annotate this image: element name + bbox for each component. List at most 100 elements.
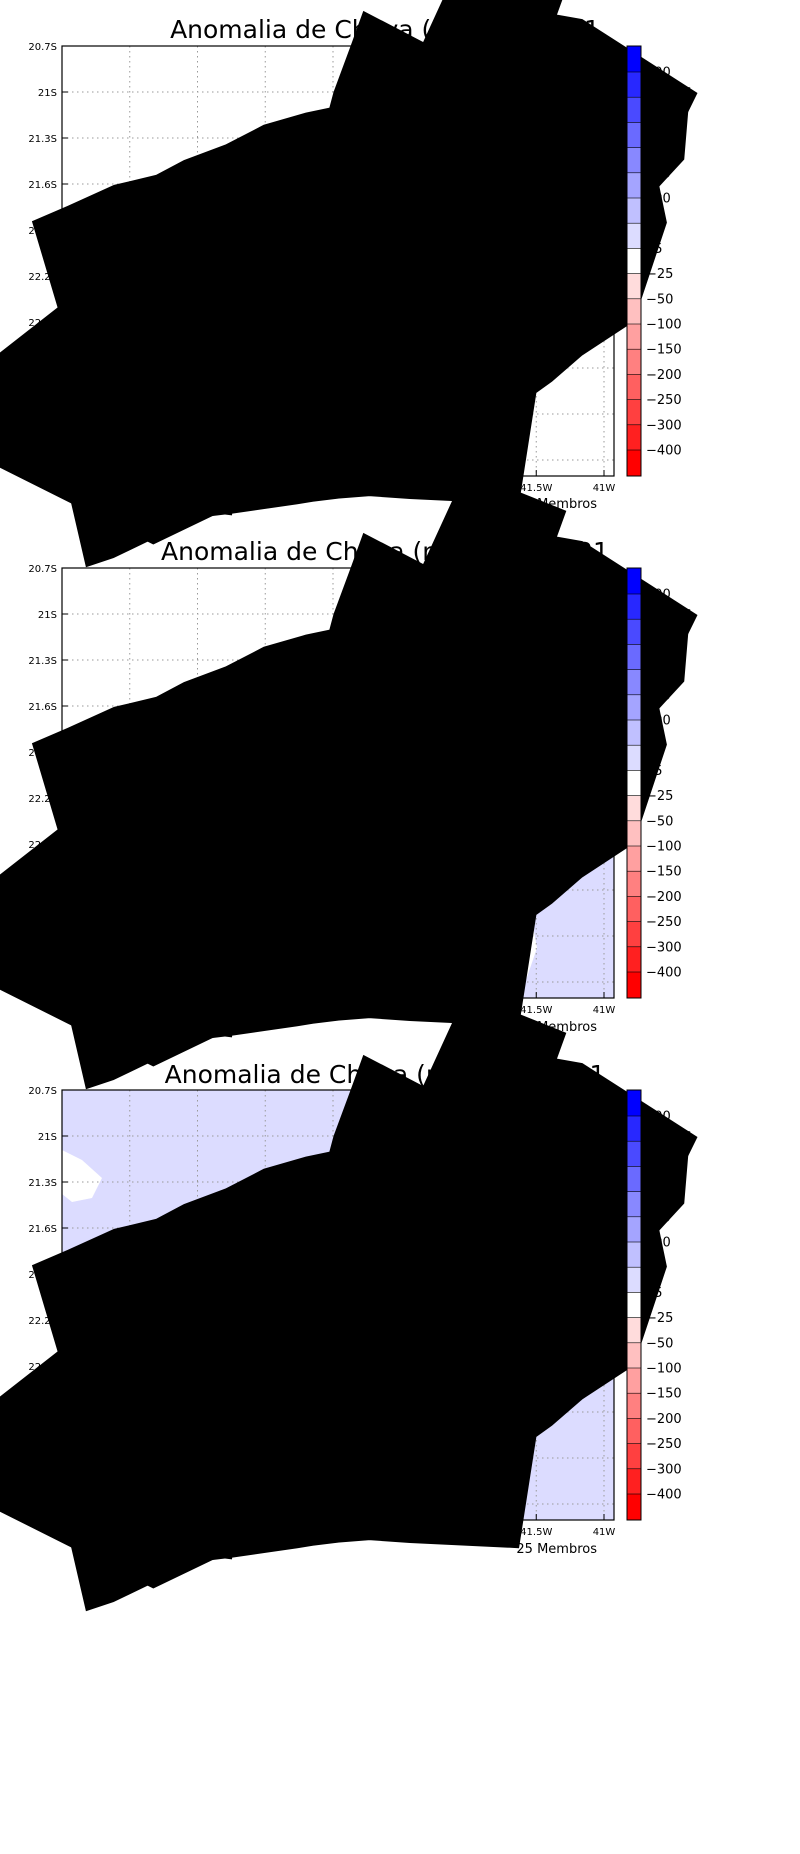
colorbar-label: 50: [646, 217, 663, 232]
lon-tick-label: 41.5W: [520, 483, 552, 494]
map-frame: [61, 1089, 615, 1521]
colorbar-label: −200: [646, 1412, 682, 1427]
colorbar: 400 300 250 200 150 100 50 25 −25 −50 −100 −150 −200…: [626, 567, 682, 999]
colorbar-swatch: [627, 223, 641, 249]
lat-tick-label: 21.6S: [28, 702, 57, 713]
colorbar-swatch: [627, 644, 641, 670]
lat-tick-label: 21S: [38, 1132, 57, 1143]
colorbar-label: −400: [646, 1488, 682, 1503]
lat-tick-label: 21.6S: [28, 180, 57, 191]
colorbar-label: −100: [646, 840, 682, 855]
colorbar-swatch: [627, 896, 641, 922]
map-frame: [61, 567, 615, 999]
colorbar-label: −100: [646, 1362, 682, 1377]
lon-tick-label: 44W: [186, 1005, 209, 1016]
lat-tick-label: 23.1S: [28, 932, 57, 943]
colorbar-swatch: [627, 972, 641, 998]
colorbar-label: −400: [646, 966, 682, 981]
colorbar-swatch: [627, 568, 641, 594]
lon-tick-label: 43.5W: [249, 483, 281, 494]
colorbar-label: −300: [646, 1462, 682, 1477]
lon-tick-label: 42.5W: [385, 1527, 417, 1538]
ensemble-members-label: 25 Membros: [516, 1542, 597, 1557]
colorbar-label: −50: [646, 814, 673, 829]
colorbar-swatch: [627, 424, 641, 450]
lon-tick-label: 43.5W: [249, 1005, 281, 1016]
colorbar-label: 250: [646, 1160, 671, 1175]
lon-tick-label: 42W: [457, 1527, 480, 1538]
colorbar-swatch: [627, 122, 641, 148]
colorbar-frame: [626, 567, 642, 999]
colorbar-label: −200: [646, 890, 682, 905]
colorbar-frame: [626, 1089, 642, 1521]
colorbar-label: 400: [646, 66, 671, 81]
lat-tick-label: 22.2S: [28, 1316, 57, 1327]
colorbar-swatch: [627, 1267, 641, 1293]
lon-tick-label: 42.5W: [385, 483, 417, 494]
colorbar-label: −25: [646, 267, 673, 282]
colorbar-label: 150: [646, 1210, 671, 1225]
colorbar-swatch: [627, 147, 641, 173]
zero-pocket-northwest: [62, 1150, 102, 1202]
lat-tick-label: 21.3S: [28, 134, 57, 145]
colorbar-swatch: [627, 1242, 641, 1268]
colorbar-label: −300: [646, 940, 682, 955]
colorbar-label: 25: [646, 764, 663, 779]
colorbar-swatch: [627, 298, 641, 324]
colorbar-label: −25: [646, 789, 673, 804]
colorbar-swatch: [627, 46, 641, 72]
colorbar-swatch: [627, 1191, 641, 1217]
lon-tick-label: 41W: [593, 1527, 616, 1538]
colorbar-swatch: [627, 198, 641, 224]
colorbar-swatch: [627, 1090, 641, 1116]
colorbar-swatch: [627, 846, 641, 872]
lon-tick-label: 43W: [322, 1005, 345, 1016]
lat-tick-label: 22.8S: [28, 1408, 57, 1419]
lat-tick-label: 21.9S: [28, 748, 57, 759]
colorbar-swatch: [627, 399, 641, 425]
colorbar-label: 150: [646, 688, 671, 703]
colorbar-swatch: [627, 745, 641, 771]
colorbar-label: −300: [646, 418, 682, 433]
map-frame: [61, 45, 615, 477]
colorbar-frame: [626, 45, 642, 477]
colorbar-swatch: [627, 770, 641, 796]
colorbar-label: 100: [646, 714, 671, 729]
colorbar-label: 250: [646, 116, 671, 131]
colorbar-label: 200: [646, 141, 671, 156]
colorbar-label: 400: [646, 588, 671, 603]
colorbar-swatch: [627, 720, 641, 746]
colorbar-label: −150: [646, 1387, 682, 1402]
lon-tick-label: 41W: [593, 483, 616, 494]
lon-tick-label: 44.5W: [114, 1005, 146, 1016]
colorbar-label: 200: [646, 1185, 671, 1200]
colorbar-swatch: [627, 1468, 641, 1494]
map-panel-set: Anomalia de Chuva (mm) Set/2021: [28, 1060, 681, 1557]
colorbar: 400 300 250 200 150 100 50 25 −25 −50 −100 −150 −200…: [626, 45, 682, 477]
lat-tick-label: 22.5S: [28, 318, 57, 329]
colorbar-label: −150: [646, 343, 682, 358]
lat-tick-label: 23.4S: [28, 978, 57, 989]
lat-tick-label: 21.3S: [28, 656, 57, 667]
colorbar-swatch: [627, 1342, 641, 1368]
colorbar-swatch: [627, 1494, 641, 1520]
lon-tick-label: 45W: [51, 1005, 74, 1016]
lat-tick-label: 23.1S: [28, 1454, 57, 1465]
colorbar-swatch: [627, 820, 641, 846]
colorbar-swatch: [627, 1418, 641, 1444]
colorbar-swatch: [627, 871, 641, 897]
lat-tick-label: 23.4S: [28, 456, 57, 467]
colorbar-swatch: [627, 324, 641, 350]
colorbar-swatch: [627, 1141, 641, 1167]
colorbar-swatch: [627, 1216, 641, 1242]
colorbar-label: −25: [646, 1311, 673, 1326]
colorbar-swatch: [627, 1116, 641, 1142]
lon-tick-label: 44.5W: [114, 1527, 146, 1538]
colorbar-label: −250: [646, 1437, 682, 1452]
lon-tick-label: 42.5W: [385, 1005, 417, 1016]
colorbar-swatch: [627, 97, 641, 123]
colorbar-label: −150: [646, 865, 682, 880]
lat-tick-label: 22.5S: [28, 840, 57, 851]
lon-tick-label: 43W: [322, 1527, 345, 1538]
